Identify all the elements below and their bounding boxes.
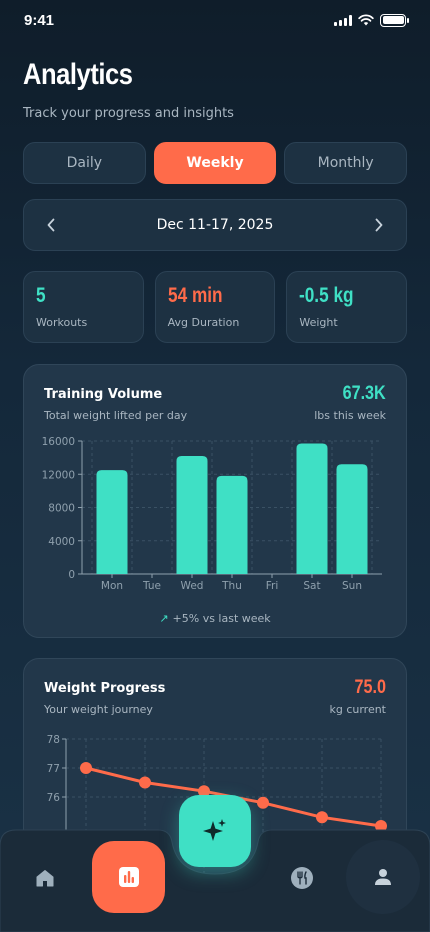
nav-home[interactable]: [25, 858, 65, 898]
nav-profile[interactable]: [346, 840, 420, 914]
training-volume-chart: 0 4000 8000 12000 16000 Mon Tue Wed Thu Fri Sat Sun: [42, 436, 382, 592]
profile-icon: [375, 869, 391, 885]
stat-value: 5: [36, 284, 46, 307]
stat-value: -0.5 kg: [299, 284, 354, 307]
bar-thu: [216, 475, 248, 574]
signal-icon: [334, 14, 352, 26]
weight-current-unit: kg current: [329, 703, 386, 716]
weight-point: [80, 762, 92, 774]
nutrition-icon: [291, 867, 313, 889]
x-tick-label: Sun: [342, 580, 362, 592]
x-tick-label: Fri: [266, 580, 279, 592]
weight-progress-title: Weight Progress: [44, 681, 166, 696]
training-volume-total: 67.3K: [342, 383, 386, 404]
training-volume-unit: lbs this week: [314, 409, 386, 422]
weight-current: 75.0: [354, 677, 386, 698]
trend-row: ↗ +5% vs last week: [24, 612, 406, 625]
stat-avg-duration[interactable]: 54 min Avg Duration: [154, 271, 276, 343]
training-volume-card: Training Volume Total weight lifted per …: [23, 364, 407, 638]
stat-label: Avg Duration: [167, 316, 240, 329]
period-tabs: Daily Weekly Monthly: [23, 142, 408, 184]
nav-nutrition[interactable]: [280, 856, 324, 900]
weight-point: [375, 820, 387, 832]
home-icon: [36, 870, 54, 887]
sparkle-icon: [203, 819, 226, 841]
stat-label: Weight: [299, 316, 338, 329]
x-tick-label: Mon: [101, 580, 123, 592]
weight-progress-subtitle: Your weight journey: [44, 703, 153, 716]
chevron-right-icon[interactable]: [374, 218, 384, 232]
x-tick-label: Thu: [221, 580, 242, 592]
bar-sat: [296, 443, 328, 574]
date-range-label: Dec 11-17, 2025: [156, 217, 274, 233]
training-volume-subtitle: Total weight lifted per day: [44, 409, 188, 422]
y-tick-label: 77: [47, 763, 60, 775]
y-tick-label: 0: [68, 569, 75, 581]
quick-action-button[interactable]: [179, 795, 251, 867]
tab-daily[interactable]: Daily: [23, 142, 146, 184]
page-subtitle: Track your progress and insights: [23, 106, 234, 121]
weight-point: [139, 776, 151, 789]
analytics-icon: [118, 867, 139, 887]
date-navigator: Dec 11-17, 2025: [23, 199, 407, 251]
stat-label: Workouts: [36, 316, 88, 329]
y-tick-label: 12000: [42, 469, 75, 481]
weight-point: [198, 785, 210, 798]
tab-weekly[interactable]: Weekly: [153, 142, 277, 184]
status-time: 9:41: [24, 11, 55, 29]
y-tick-label: 78: [47, 734, 60, 746]
status-icons: [334, 13, 409, 27]
nav-analytics[interactable]: [92, 841, 165, 913]
page-title: Analytics: [23, 58, 133, 91]
tab-monthly[interactable]: Monthly: [284, 142, 408, 184]
stat-value: 54 min: [167, 284, 223, 307]
status-bar: 9:41: [0, 0, 430, 40]
bar-mon: [96, 470, 128, 574]
weight-point: [257, 796, 269, 809]
wifi-icon: [358, 14, 374, 26]
weight-point: [316, 811, 328, 824]
stat-workouts[interactable]: 5 Workouts: [23, 271, 144, 343]
bar-sun: [336, 464, 368, 574]
x-tick-label: Sat: [303, 580, 320, 592]
x-tick-label: Tue: [142, 580, 161, 592]
trending-up-icon: ↗: [159, 612, 169, 625]
x-tick-label: Wed: [181, 580, 204, 592]
y-tick-label: 4000: [48, 536, 75, 548]
y-tick-label: 76: [47, 792, 61, 804]
y-tick-label: 8000: [48, 503, 75, 515]
stats-row: 5 Workouts 54 min Avg Duration -0.5 kg W…: [23, 271, 408, 343]
stat-weight[interactable]: -0.5 kg Weight: [286, 271, 408, 343]
bar-wed: [176, 455, 208, 574]
chevron-left-icon[interactable]: [46, 218, 56, 232]
battery-icon: [380, 13, 409, 27]
training-volume-title: Training Volume: [44, 387, 163, 402]
trend-text: +5% vs last week: [172, 612, 271, 625]
y-tick-label: 16000: [42, 436, 75, 448]
